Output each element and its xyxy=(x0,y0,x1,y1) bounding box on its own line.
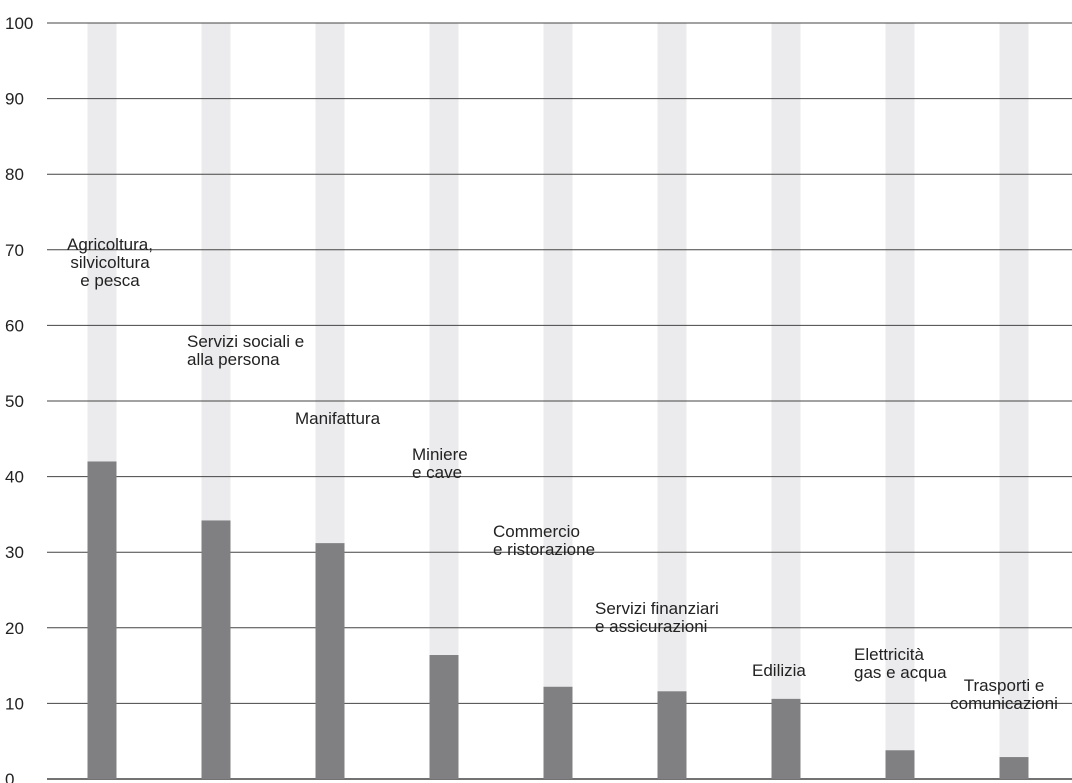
bar xyxy=(543,686,573,779)
y-tick-label: 50 xyxy=(5,392,24,411)
y-tick-label: 20 xyxy=(5,619,24,638)
y-tick-label: 80 xyxy=(5,165,24,184)
category-label: Servizi finanziari e assicurazioni xyxy=(595,599,719,636)
category-label: Elettricità gas e acqua xyxy=(854,645,947,682)
category-label: Trasporti e comunicazioni xyxy=(950,676,1058,713)
category-label: Servizi sociali e alla persona xyxy=(187,332,304,369)
category-label: Miniere e cave xyxy=(412,445,468,482)
category-label: Agricoltura, silvicoltura e pesca xyxy=(67,235,153,290)
y-tick-label: 30 xyxy=(5,543,24,562)
y-tick-label: 0 xyxy=(5,770,14,783)
bar xyxy=(657,691,687,779)
category-label: Edilizia xyxy=(752,661,806,680)
bar xyxy=(771,698,801,779)
y-tick-label: 60 xyxy=(5,316,24,335)
bar xyxy=(429,655,459,779)
y-tick-label: 40 xyxy=(5,468,24,487)
y-tick-labels: 0 10 20 30 40 50 60 70 80 90 100 xyxy=(5,14,33,783)
category-label: Commercio e ristorazione xyxy=(493,522,595,559)
y-tick-label: 90 xyxy=(5,90,24,109)
bars xyxy=(87,461,1029,779)
bar xyxy=(201,520,231,779)
bar xyxy=(999,757,1029,779)
bar xyxy=(87,461,117,779)
y-tick-label: 70 xyxy=(5,241,24,260)
bar xyxy=(885,750,915,779)
bar xyxy=(315,543,345,779)
category-label: Manifattura xyxy=(295,409,381,428)
category-labels: Agricoltura, silvicoltura e pesca Servizi s… xyxy=(67,235,1058,713)
y-tick-label: 10 xyxy=(5,694,24,713)
y-tick-label: 100 xyxy=(5,14,33,33)
